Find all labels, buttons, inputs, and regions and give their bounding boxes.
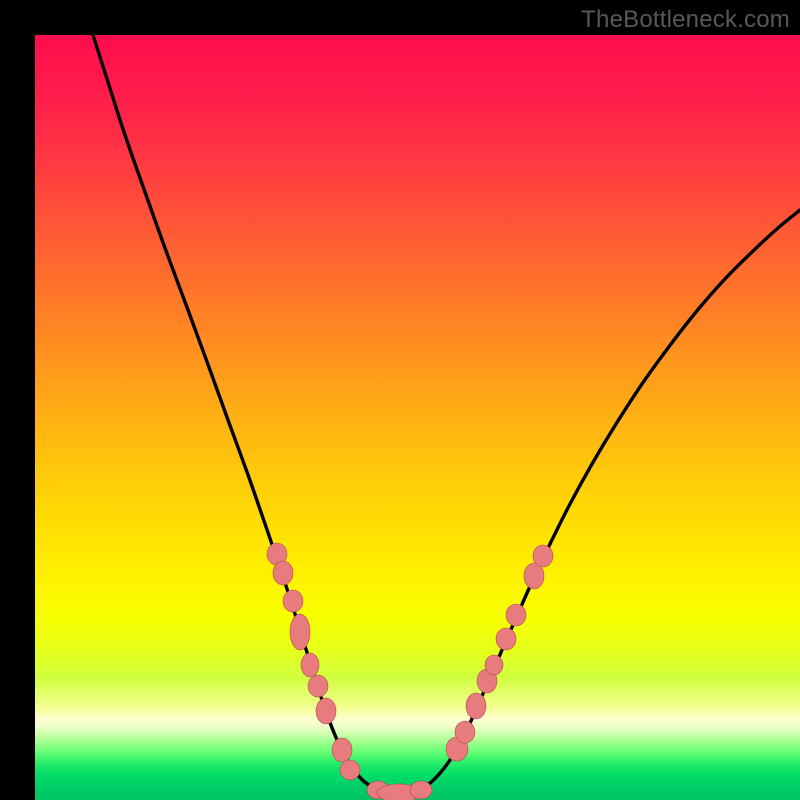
data-marker [283,590,303,612]
data-marker [316,698,336,724]
gradient-plot-area [35,35,800,800]
data-marker [301,653,319,677]
data-marker [466,693,486,719]
data-marker [533,545,553,567]
data-marker [496,628,516,650]
data-marker [290,614,310,650]
data-marker [506,604,526,626]
watermark-label: TheBottleneck.com [581,6,790,34]
data-marker [410,781,432,799]
chart-container: TheBottleneck.com [0,0,800,800]
data-marker [340,760,360,780]
data-marker [308,675,328,697]
data-marker [485,655,503,675]
bottleneck-chart [0,0,800,800]
data-marker [332,738,352,762]
data-marker [273,561,293,585]
data-marker [455,721,475,743]
